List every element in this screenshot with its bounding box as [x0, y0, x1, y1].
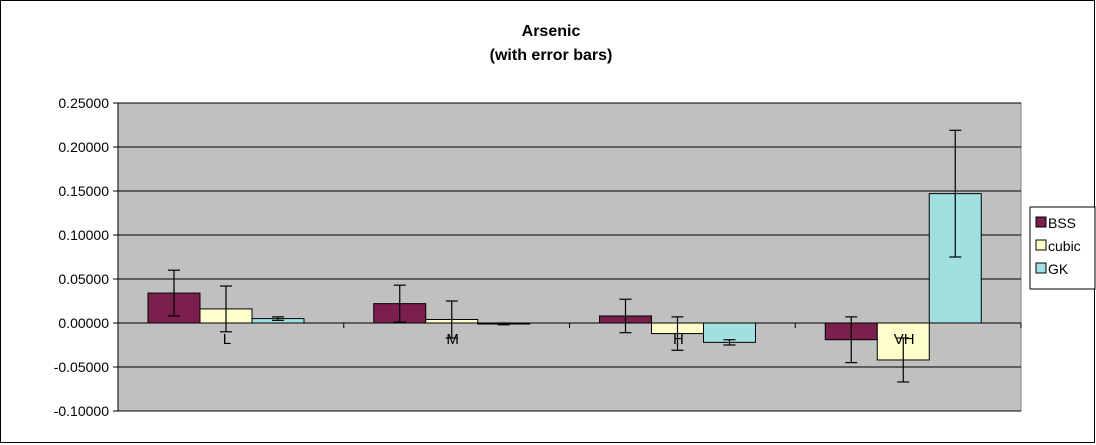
y-tick-label: -0.10000	[54, 403, 109, 419]
x-category-label: VH	[894, 331, 915, 348]
y-tick-label: -0.05000	[54, 359, 109, 375]
legend: BSS cubic GK	[1029, 206, 1096, 290]
legend-label-BSS: BSS	[1048, 215, 1076, 231]
legend-swatch-BSS	[1035, 216, 1047, 228]
legend-label-GK: GK	[1048, 261, 1069, 277]
y-tick-label: 0.05000	[58, 271, 109, 287]
y-tick-label: 0.20000	[58, 139, 109, 155]
chart-subtitle: (with error bars)	[490, 47, 613, 64]
y-tick-label: 0.00000	[58, 315, 109, 331]
legend-label-cubic: cubic	[1048, 238, 1081, 254]
plot-background	[117, 102, 1022, 412]
y-tick-label: 0.15000	[58, 183, 109, 199]
y-tick-label: 0.10000	[58, 227, 109, 243]
y-tick-label: 0.25000	[58, 95, 109, 111]
x-category-label: M	[446, 331, 459, 348]
plot-area: 0.25000 0.20000 0.15000 0.10000 0.05000 0.000…	[54, 95, 1022, 419]
legend-swatch-cubic	[1035, 239, 1047, 251]
x-category-label: H	[673, 331, 684, 348]
x-category-label: L	[223, 331, 231, 348]
legend-swatch-GK	[1035, 262, 1047, 274]
chart-title: Arsenic	[522, 23, 581, 40]
